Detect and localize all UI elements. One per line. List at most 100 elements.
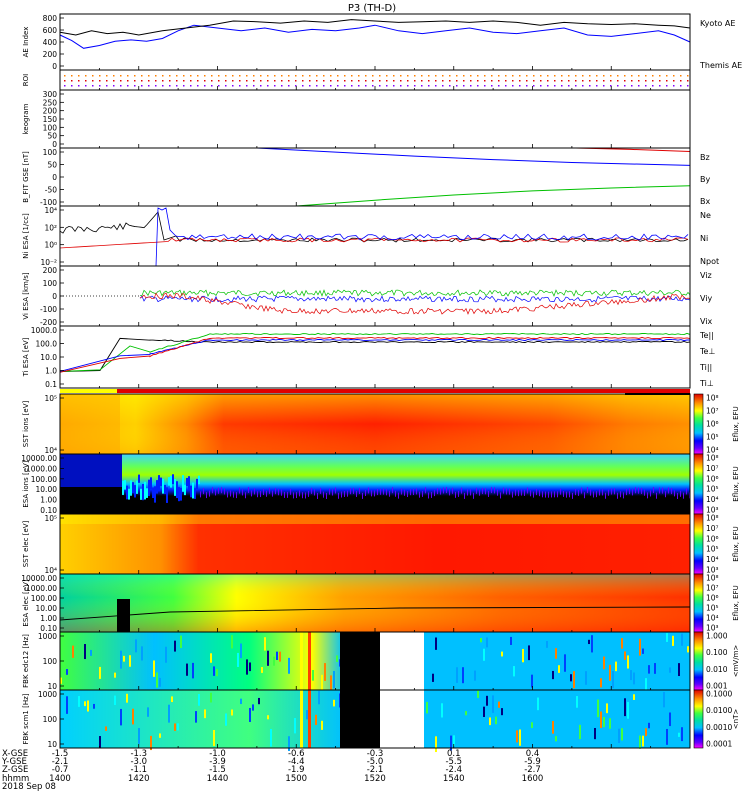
legend-entry: Themis AE	[699, 61, 742, 70]
fbk-noise	[87, 700, 89, 712]
fbk-noise	[573, 671, 575, 689]
esa-ion-fringe	[575, 489, 576, 496]
y-tick-label: 100	[43, 657, 58, 666]
roi-dot	[652, 80, 654, 82]
roi-dot	[428, 85, 430, 87]
roi-dot	[554, 80, 556, 82]
fbk-noise	[642, 735, 644, 747]
roi-dot	[120, 75, 122, 77]
roi-dot	[120, 80, 122, 82]
ae-line-themis	[59, 19, 691, 36]
roi-dot	[463, 80, 465, 82]
roi-dot	[183, 85, 185, 87]
roi-dot	[64, 75, 66, 77]
esa-ion-fringe	[413, 489, 414, 496]
y-axis-label: Vi ESA [km/s]	[22, 272, 30, 319]
esa-ion-fringe	[287, 491, 288, 498]
fbk-noise	[318, 690, 320, 705]
roi-dot	[141, 85, 143, 87]
roi-dot	[484, 85, 486, 87]
y-tick-label: 1.0	[45, 367, 57, 376]
x-cell-t: 1520	[364, 774, 386, 784]
fbk-noise	[558, 665, 560, 673]
x-row-label: Y-GSE	[1, 757, 27, 767]
roi-dot	[498, 80, 500, 82]
esa-ion-noise	[130, 480, 132, 496]
colorbar	[693, 393, 704, 455]
roi-dot	[421, 75, 423, 77]
colorbar-label: Eflux, EFU	[732, 406, 740, 441]
roi-dot	[505, 80, 507, 82]
esa-ion-fringe	[299, 490, 300, 497]
fbk-noise	[627, 701, 629, 719]
y-tick-label: 10²	[44, 223, 57, 232]
panel-1: 800 600 400 200 0 AE Index Kyoto AE Themis AE	[22, 13, 742, 71]
x-cell-y: -4.4	[288, 757, 305, 767]
esa-ion-map	[60, 454, 690, 514]
y-tick-label: 1000	[38, 690, 57, 699]
esa-ion-fringe	[662, 487, 663, 494]
y-tick-label: 0	[52, 173, 57, 182]
colorbar-tick-label: 0.100	[706, 648, 728, 657]
colorbar-label: Eflux, EFU	[732, 466, 740, 501]
roi-dot	[274, 75, 276, 77]
roi-dot	[169, 75, 171, 77]
y-tick-label: 100	[43, 123, 58, 132]
esa-ion-fringe	[659, 487, 660, 494]
fbk-noise	[435, 637, 437, 650]
fbk-noise	[174, 723, 176, 731]
esa-ion-fringe	[668, 487, 669, 494]
fbk-noise	[552, 670, 554, 680]
esa-ion-fringe	[638, 487, 639, 494]
colorbar-tick-label: 10⁸	[706, 514, 719, 523]
y-tick-label: 400	[43, 38, 58, 47]
vi-line-viz	[139, 292, 691, 315]
esa-ion-fringe	[680, 490, 681, 497]
colorbar	[693, 689, 704, 749]
fbk-noise	[669, 712, 671, 727]
esa-ion-fringe	[206, 492, 207, 499]
esa-ion-fringe	[419, 491, 420, 498]
esa-ion-fringe	[509, 488, 510, 495]
esa-ion-noise	[174, 479, 176, 496]
fbk-noise	[159, 677, 161, 687]
esa-ion-noise	[176, 481, 178, 499]
x-cell-y: -5.5	[445, 757, 462, 767]
roi-dot	[575, 75, 577, 77]
roi-dot	[379, 85, 381, 87]
esa-ion-fringe	[356, 490, 357, 497]
fbk-gap-black	[340, 632, 380, 690]
esa-ion-fringe	[578, 489, 579, 496]
fbk-noise	[633, 672, 635, 685]
fbk-noise	[174, 640, 176, 652]
roi-dot	[330, 75, 332, 77]
roi-dot	[169, 85, 171, 87]
esa-ion-fringe	[560, 488, 561, 495]
roi-dot	[127, 80, 129, 82]
fbk-noise	[261, 667, 263, 673]
x-cell-t: 1400	[49, 774, 71, 784]
y-tick-label: 100	[43, 279, 58, 288]
fbk-noise	[498, 701, 500, 708]
roi-dot	[414, 85, 416, 87]
fbk-noise	[669, 667, 671, 673]
esa-ion-fringe	[320, 487, 321, 494]
fbk-noise	[246, 659, 248, 675]
mode-bar-slow	[60, 389, 117, 393]
esa-ion-fringe	[650, 490, 651, 497]
roi-dot	[218, 85, 220, 87]
panel-13: 1000 100 10 FBK scm1 [Hz] 0.1000 0.0100 0.0010…	[22, 689, 740, 753]
roi-dot	[204, 85, 206, 87]
roi-dot	[554, 75, 556, 77]
roi-dot	[526, 80, 528, 82]
roi-dot	[302, 80, 304, 82]
colorbar-tick-label: 10³	[706, 566, 719, 575]
ae-line-kyoto	[59, 24, 691, 49]
colorbar-tick-label: 10³	[706, 624, 719, 633]
fbk-gap-black	[340, 690, 380, 748]
esa-ion-noise	[162, 478, 164, 494]
roi-dot	[673, 75, 675, 77]
colorbar-tick-label: 0.0001	[706, 740, 732, 749]
roi-dot	[477, 75, 479, 77]
